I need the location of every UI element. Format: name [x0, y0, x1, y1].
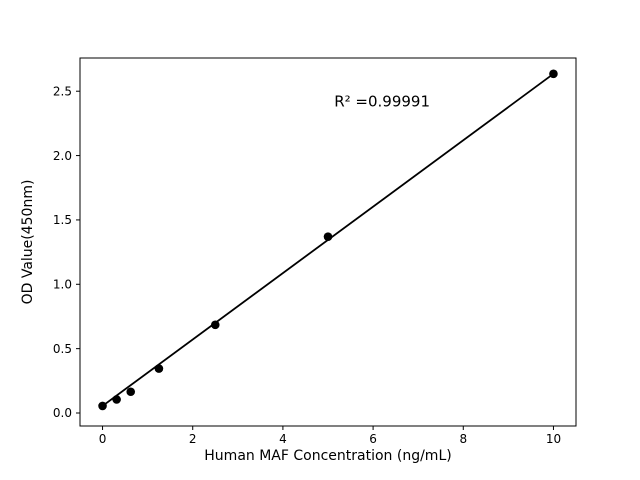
axes-spines	[79, 57, 577, 427]
y-axis-label: OD Value(450nm)	[20, 180, 36, 305]
x-tick-label: 8	[459, 432, 467, 446]
r-squared-annotation: R² =0.99991	[334, 93, 430, 111]
x-tick-label: 0	[99, 432, 107, 446]
y-tick-label: 1.0	[53, 277, 72, 291]
x-axis-label: Human MAF Concentration (ng/mL)	[204, 448, 451, 464]
data-point	[210, 320, 220, 330]
y-tick-label: 2.0	[53, 149, 72, 163]
x-tick-label: 6	[369, 432, 377, 446]
y-tick-label: 2.5	[53, 84, 72, 98]
data-point	[549, 69, 558, 79]
data-point	[323, 232, 333, 241]
y-tick-label: 0.0	[53, 406, 72, 420]
data-point	[126, 387, 136, 397]
x-tick-label: 10	[546, 432, 561, 446]
data-point	[112, 395, 121, 404]
data-point	[154, 364, 164, 373]
data-point	[98, 401, 107, 411]
x-tick-label: 2	[189, 432, 197, 446]
y-tick-label: 0.5	[53, 342, 72, 356]
y-tick-label: 1.5	[53, 213, 72, 227]
x-tick-label: 4	[279, 432, 287, 446]
